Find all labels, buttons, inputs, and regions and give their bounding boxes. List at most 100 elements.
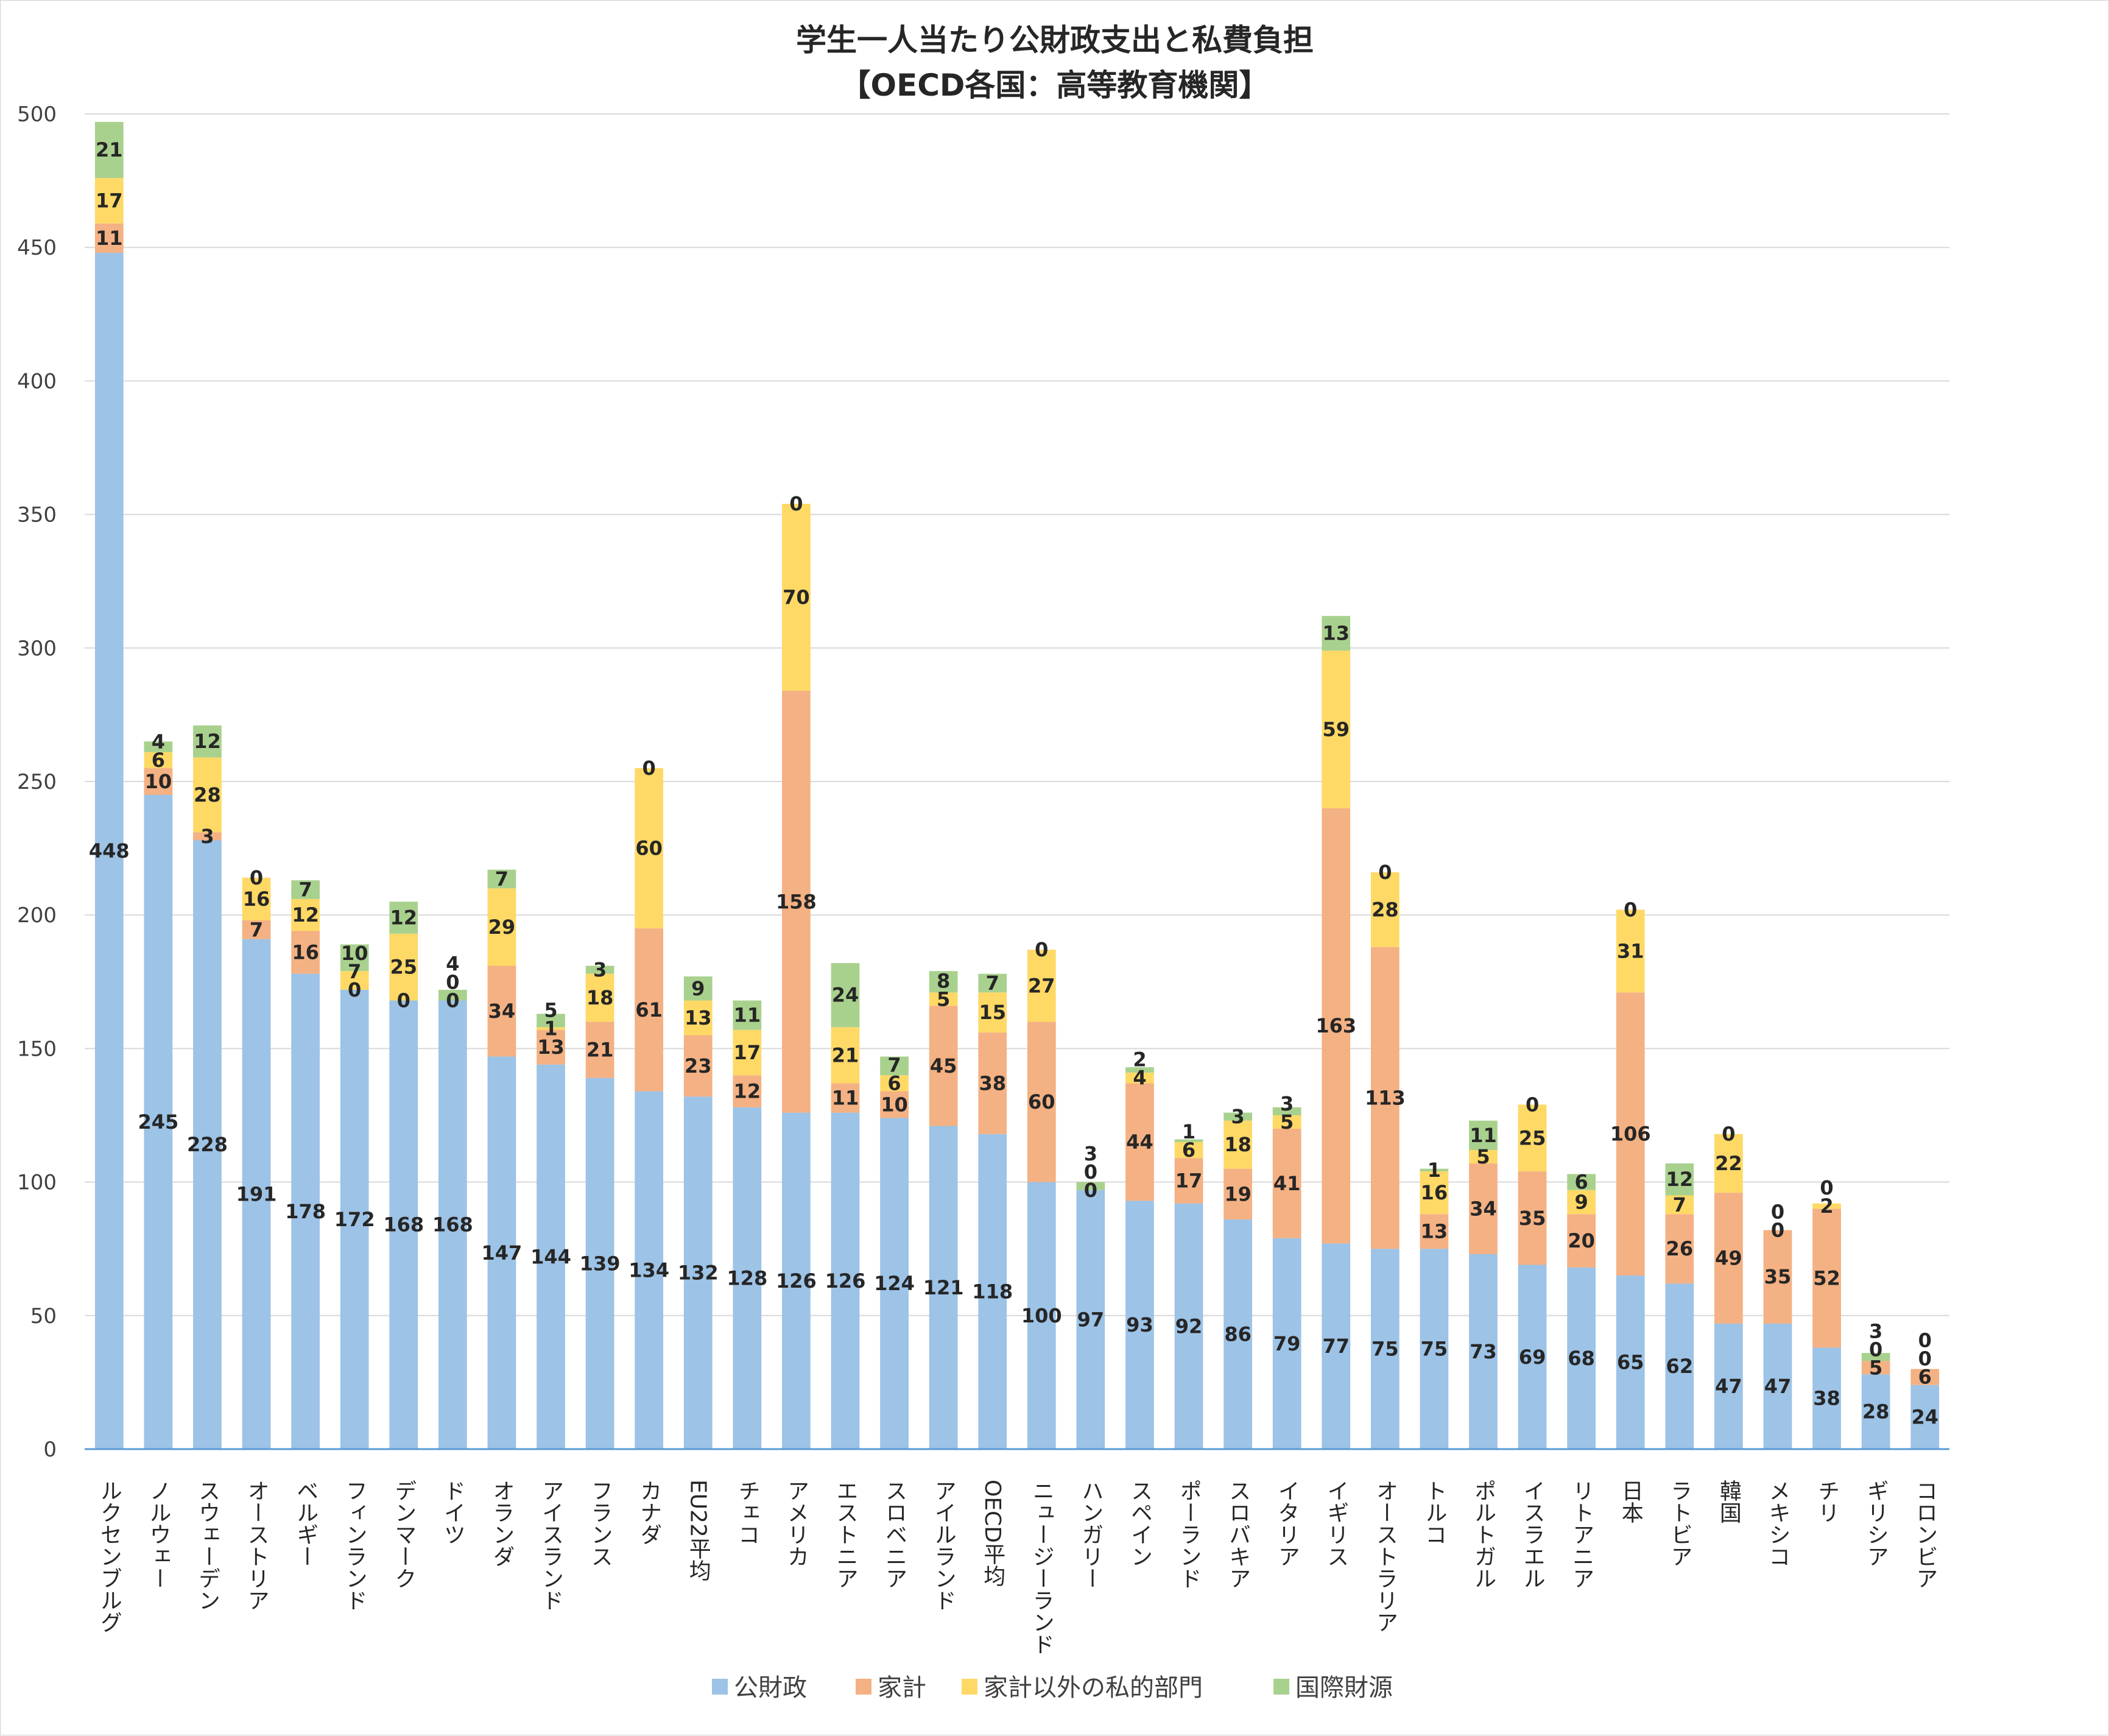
chart-title: 学生一人当たり公財政支出と私費負担 bbox=[796, 23, 1314, 58]
data-label: 3 bbox=[1231, 1105, 1244, 1128]
data-label: 28 bbox=[1862, 1400, 1890, 1424]
bar-segment bbox=[585, 1021, 614, 1078]
data-label: 5 bbox=[937, 987, 950, 1011]
bar-segment bbox=[1812, 1208, 1841, 1348]
x-tick-label: アイルランド bbox=[931, 1480, 956, 1611]
data-label: 0 bbox=[1918, 1347, 1932, 1371]
bar-segment bbox=[487, 869, 516, 889]
bar-segment bbox=[978, 1032, 1007, 1134]
data-label: 178 bbox=[285, 1200, 326, 1223]
data-label: 75 bbox=[1371, 1338, 1399, 1361]
bar-segment bbox=[880, 1118, 909, 1449]
x-tick-label: スウェーデン bbox=[195, 1480, 220, 1611]
bar-segment bbox=[782, 504, 811, 691]
data-label: 10 bbox=[881, 1093, 908, 1116]
bar-segment bbox=[733, 1000, 762, 1030]
bar-segment bbox=[1567, 1190, 1596, 1215]
bar-segment bbox=[242, 877, 271, 920]
legend-swatch bbox=[1273, 1679, 1289, 1695]
data-label: 0 bbox=[397, 989, 410, 1012]
bar-segment bbox=[929, 992, 958, 1006]
bar-segment bbox=[1322, 651, 1351, 808]
bars bbox=[94, 122, 1940, 1449]
data-label: 448 bbox=[89, 839, 130, 863]
data-label: 34 bbox=[1470, 1197, 1497, 1220]
data-label: 147 bbox=[482, 1241, 523, 1265]
data-label: 21 bbox=[832, 1043, 859, 1067]
data-label: 11 bbox=[832, 1087, 859, 1110]
bar-segment bbox=[487, 965, 516, 1057]
bar-segment bbox=[683, 1096, 713, 1449]
data-label: 38 bbox=[1813, 1387, 1840, 1410]
x-tick-label: イスラエル bbox=[1520, 1480, 1545, 1589]
bar-segment bbox=[1370, 1249, 1400, 1449]
bar-segment bbox=[1469, 1149, 1498, 1163]
bar-segment bbox=[537, 1027, 565, 1030]
bar-segment bbox=[291, 931, 320, 974]
legend-swatch bbox=[962, 1679, 977, 1695]
data-label: 69 bbox=[1519, 1346, 1546, 1369]
data-label: 22 bbox=[1715, 1152, 1742, 1175]
y-tick-label: 250 bbox=[17, 770, 57, 794]
bar-segment bbox=[193, 725, 222, 758]
data-label: 168 bbox=[432, 1213, 473, 1237]
bar-segment bbox=[291, 898, 320, 931]
x-tick-label: フィンランド bbox=[342, 1480, 367, 1611]
x-tick-label: ポーランド bbox=[1177, 1480, 1202, 1589]
data-label: 62 bbox=[1666, 1355, 1694, 1378]
data-label: 132 bbox=[678, 1261, 719, 1285]
data-label: 0 bbox=[1771, 1219, 1784, 1242]
bar-segment bbox=[389, 1000, 418, 1449]
bar-segment bbox=[585, 965, 614, 974]
bar-segment bbox=[242, 920, 271, 939]
data-label: 17 bbox=[96, 189, 123, 212]
bar-segment bbox=[1027, 950, 1056, 1022]
bar-segment bbox=[1518, 1104, 1547, 1172]
bar-segment bbox=[880, 1075, 909, 1092]
bar-segment bbox=[1272, 1128, 1301, 1238]
bar-segment bbox=[1370, 947, 1400, 1249]
bar-segment bbox=[1370, 872, 1400, 947]
x-tick-label: ハンガリー bbox=[1078, 1480, 1103, 1589]
data-label: 18 bbox=[1224, 1133, 1252, 1156]
data-label: 4 bbox=[1133, 1067, 1146, 1090]
data-label: 118 bbox=[972, 1280, 1013, 1303]
data-label: 13 bbox=[685, 1006, 712, 1029]
y-tick-label: 50 bbox=[30, 1304, 57, 1328]
data-label: 16 bbox=[1421, 1181, 1448, 1204]
x-tick-label: カナダ bbox=[636, 1480, 661, 1545]
x-tick-label: 韓国 bbox=[1716, 1480, 1741, 1523]
data-label: 139 bbox=[580, 1252, 621, 1275]
data-label: 10 bbox=[341, 942, 368, 965]
bar-segment bbox=[94, 223, 124, 253]
x-tick-label: メキシコ bbox=[1765, 1480, 1790, 1567]
data-label: 0 bbox=[446, 970, 459, 993]
bar-segment bbox=[1861, 1353, 1890, 1361]
data-label: 24 bbox=[832, 984, 859, 1007]
data-label: 26 bbox=[1666, 1237, 1694, 1260]
data-label: 12 bbox=[734, 1080, 761, 1103]
bar-segment bbox=[683, 1035, 713, 1097]
data-label: 12 bbox=[194, 730, 221, 753]
bar-segment bbox=[144, 794, 173, 1449]
data-label: 13 bbox=[1421, 1220, 1448, 1243]
bar-segment bbox=[340, 971, 369, 990]
bar-segment bbox=[1714, 1134, 1743, 1193]
bar-segment bbox=[929, 1006, 958, 1126]
data-label: 8 bbox=[937, 969, 950, 992]
data-label: 126 bbox=[825, 1269, 866, 1293]
x-tick-label: イタリア bbox=[1275, 1480, 1300, 1567]
data-label: 75 bbox=[1421, 1338, 1448, 1361]
data-label: 5 bbox=[1280, 1110, 1294, 1134]
bar-segment bbox=[1616, 1276, 1645, 1449]
data-label: 41 bbox=[1273, 1172, 1301, 1195]
bar-segment bbox=[585, 1078, 614, 1449]
data-label: 28 bbox=[194, 783, 221, 806]
data-label: 6 bbox=[1182, 1138, 1195, 1162]
x-tick-label: ラトビア bbox=[1667, 1480, 1692, 1567]
data-label: 12 bbox=[292, 903, 319, 926]
data-label: 3 bbox=[1869, 1319, 1882, 1343]
data-label: 60 bbox=[635, 837, 663, 860]
bar-segment bbox=[94, 178, 124, 224]
y-tick-label: 350 bbox=[17, 503, 57, 528]
